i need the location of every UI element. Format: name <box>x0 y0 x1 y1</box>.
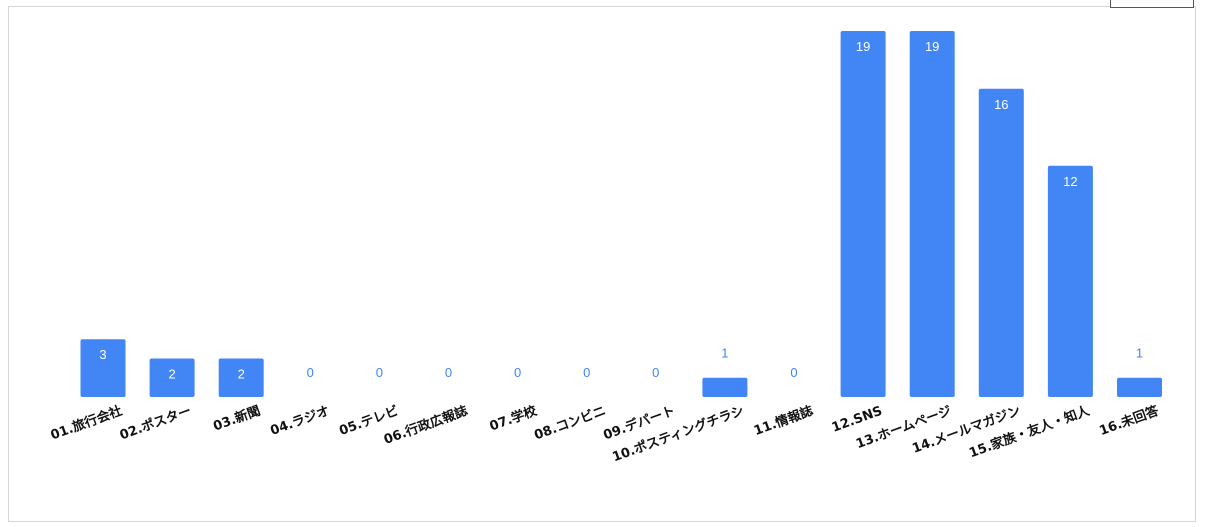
bar-10[interactable] <box>702 377 748 397</box>
data-label-1: 3 <box>99 347 106 362</box>
data-label-7: 0 <box>514 365 521 380</box>
x-tick-label-3: 03.新聞 <box>211 403 263 435</box>
x-tick-label-2: 02.ポスター <box>117 403 193 444</box>
x-tick-label-15: 15.家族・友人・知人 <box>967 402 1093 461</box>
data-label-12: 19 <box>856 39 870 54</box>
data-label-5: 0 <box>376 365 383 380</box>
data-label-10: 1 <box>721 346 728 361</box>
x-tick-label-11: 11.情報誌 <box>752 403 816 439</box>
data-label-11: 0 <box>790 365 797 380</box>
data-label-3: 2 <box>238 367 245 382</box>
data-label-9: 0 <box>652 365 659 380</box>
bars-group <box>80 31 1162 398</box>
data-label-15: 12 <box>1063 174 1077 189</box>
bar-1[interactable] <box>80 339 126 397</box>
data-label-4: 0 <box>307 365 314 380</box>
bar-3[interactable] <box>218 358 264 398</box>
bar-12[interactable] <box>840 31 886 397</box>
menu-tab[interactable] <box>1110 0 1194 8</box>
bar-16[interactable] <box>1117 377 1162 397</box>
x-tick-label-16: 16.未回答 <box>1097 402 1162 439</box>
bar-15[interactable] <box>1047 165 1093 397</box>
x-tick-label-1: 01.旅行会社 <box>48 403 124 444</box>
data-label-8: 0 <box>583 365 590 380</box>
data-label-16: 1 <box>1136 346 1143 361</box>
x-tick-label-8: 08.コンビニ <box>532 403 608 444</box>
data-labels-group: 3 2 2 0 0 0 0 0 0 1 0 19 19 16 12 1 <box>99 39 1143 382</box>
bar-2[interactable] <box>149 358 195 398</box>
data-label-14: 16 <box>994 97 1008 112</box>
bar-13[interactable] <box>909 31 955 397</box>
bar-14[interactable] <box>978 88 1024 398</box>
data-label-13: 19 <box>925 39 939 54</box>
x-tick-label-4: 04.ラジオ <box>268 404 331 439</box>
data-label-2: 2 <box>168 367 175 382</box>
data-label-6: 0 <box>445 365 452 380</box>
